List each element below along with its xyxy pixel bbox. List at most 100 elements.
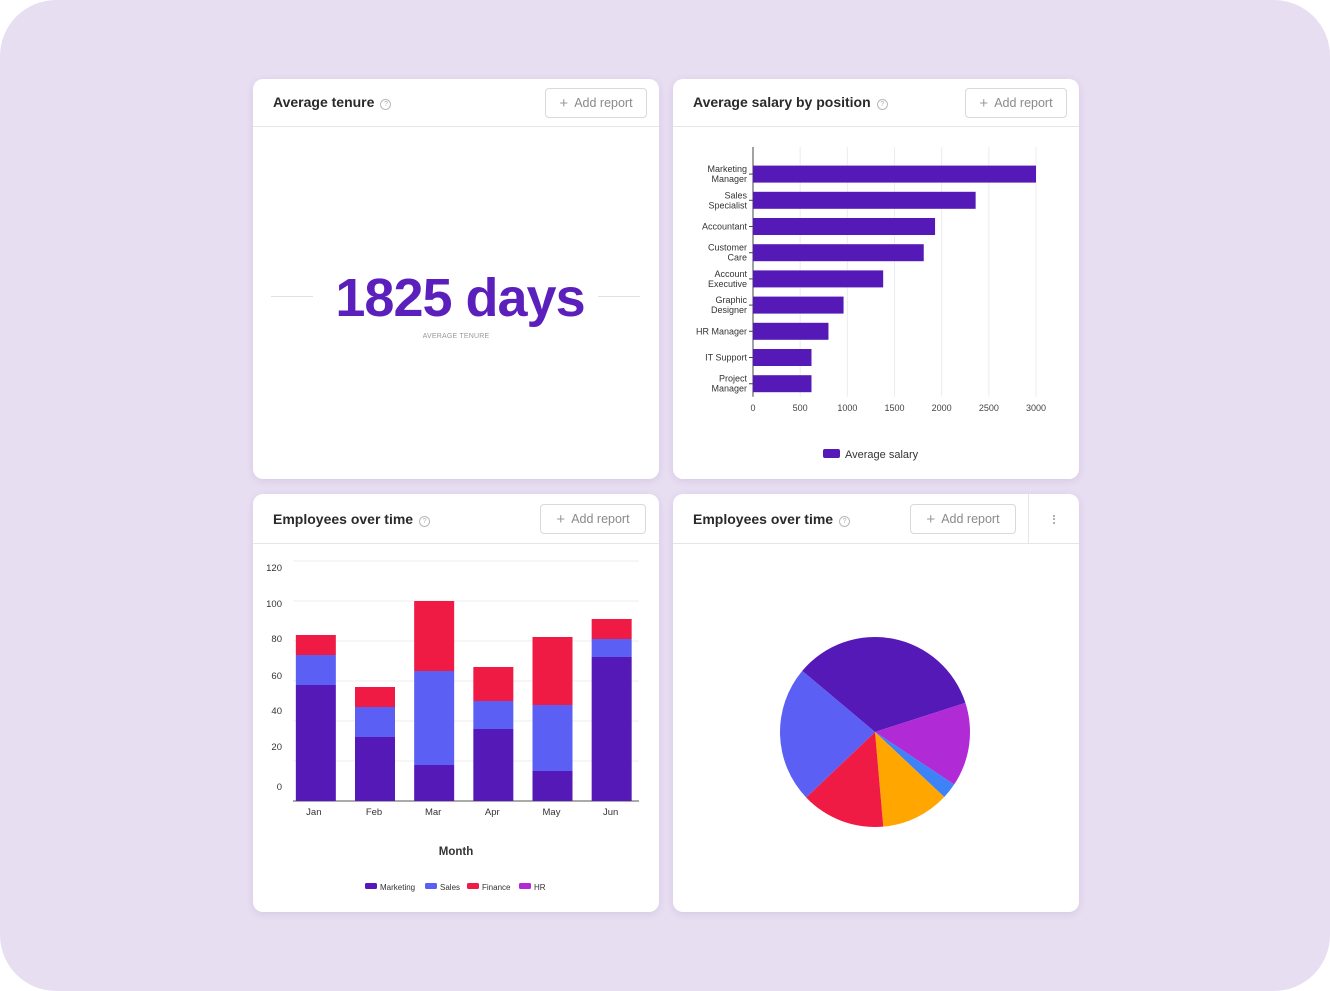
card-header: Average tenure? + Add report	[253, 79, 659, 127]
bar-segment-sales	[355, 707, 395, 737]
add-report-button[interactable]: + Add report	[545, 88, 647, 118]
y-tick-label: Account Executive	[708, 269, 748, 289]
salary-bar	[753, 296, 844, 314]
bar-segment-finance	[295, 635, 336, 655]
bar-segment-marketing	[295, 685, 336, 801]
card-title-text: Employees over time	[273, 511, 414, 527]
divider-left	[271, 296, 313, 297]
salary-bar	[753, 349, 812, 366]
add-report-label: Add report	[571, 512, 630, 526]
help-icon[interactable]: ?	[380, 99, 392, 110]
card-header: Average salary by position? + Add report	[673, 79, 1079, 127]
bar-segment-sales	[591, 639, 632, 657]
y-tick-label: 80	[271, 634, 282, 645]
employees-pie-chart	[780, 637, 970, 827]
y-tick-label: Accountant	[702, 222, 748, 232]
plus-icon: +	[556, 510, 566, 528]
legend-swatch-finance	[467, 883, 479, 889]
bar-segment-sales	[414, 671, 455, 765]
legend-label-average-salary: Average salary	[845, 449, 919, 461]
legend-label-marketing: Marketing	[380, 883, 415, 892]
y-tick-label: Customer Care	[708, 243, 747, 263]
y-tick-label: Sales Specialist	[708, 190, 747, 210]
bar-segment-marketing	[473, 729, 514, 801]
average-salary-card: Average salary by position? + Add report…	[673, 79, 1079, 479]
bar-segment-marketing	[414, 765, 455, 801]
plus-icon: +	[926, 510, 936, 528]
bar-segment-finance	[532, 637, 573, 705]
legend-swatch-marketing	[365, 883, 377, 889]
pie-slice	[875, 702, 970, 785]
card-title: Average tenure?	[273, 94, 392, 110]
add-report-button[interactable]: + Add report	[540, 504, 646, 534]
legend-label-finance: Finance	[482, 883, 511, 892]
salary-bar	[753, 191, 976, 209]
x-tick-label: Feb	[366, 807, 382, 818]
add-report-label: Add report	[574, 96, 633, 110]
card-title: Employees over time?	[273, 511, 431, 527]
y-tick-label: 40	[271, 706, 282, 717]
bar-segment-finance	[591, 619, 632, 639]
x-tick-label: 500	[793, 403, 808, 413]
salary-bar	[753, 165, 1036, 183]
x-tick-label: 2500	[979, 403, 999, 413]
x-axis-title: Month	[439, 846, 473, 858]
employees-stacked-bar-chart: 0 20 40 60 80 100 120 Jan Feb Mar Apr May Jun Month Ma…	[266, 560, 639, 892]
salary-bar	[753, 375, 812, 393]
y-tick-label: 120	[266, 563, 282, 574]
y-tick-label: 100	[266, 599, 282, 610]
add-report-button[interactable]: + Add report	[910, 504, 1016, 534]
y-tick-label: 0	[277, 782, 282, 793]
employees-bar-card: Employees over time? + Add report 0 20 40 6…	[253, 494, 659, 912]
help-icon[interactable]: ?	[876, 99, 888, 110]
help-icon[interactable]: ?	[839, 516, 851, 527]
y-tick-label: IT Support	[705, 353, 747, 363]
pie-slice	[802, 637, 966, 732]
x-tick-label: 1500	[884, 403, 904, 413]
plus-icon: +	[979, 94, 989, 112]
bar-segment-finance	[414, 601, 455, 671]
help-icon[interactable]: ?	[419, 516, 431, 527]
y-tick-label: Project Manager	[711, 374, 747, 394]
x-tick-label: Jun	[603, 807, 618, 818]
pie-slice	[875, 732, 945, 827]
add-report-button[interactable]: + Add report	[965, 88, 1067, 118]
tenure-value: 1825 days	[335, 268, 585, 328]
y-tick-label: 60	[271, 671, 282, 682]
salary-bar	[753, 322, 829, 340]
plus-icon: +	[559, 94, 569, 112]
salary-bar	[753, 218, 936, 235]
card-title-text: Average salary by position	[693, 94, 871, 110]
x-tick-label: May	[543, 807, 561, 818]
card-header: Employees over time? + Add report	[253, 494, 659, 544]
card-title-text: Average tenure	[273, 94, 375, 110]
bar-segment-finance	[473, 667, 514, 701]
bar-segment-marketing	[532, 771, 573, 801]
add-report-label: Add report	[941, 512, 1000, 526]
y-tick-label: Marketing Manager	[707, 164, 747, 184]
card-header: Employees over time? + Add report	[673, 494, 1079, 544]
x-tick-label: Mar	[425, 807, 441, 818]
pie-slice	[875, 732, 955, 798]
bar-segment-finance	[355, 687, 395, 707]
salary-bar-chart: 0 500 1000 1500 2000 2500 3000 Marketing Manager…	[696, 147, 1046, 461]
average-tenure-card: Average tenure? + Add report 1825 days A…	[253, 79, 659, 479]
pie-slice	[780, 670, 875, 798]
salary-bar	[753, 270, 884, 288]
bar-segment-sales	[532, 705, 573, 771]
employees-pie-card: Employees over time? + Add report	[673, 494, 1079, 912]
card-title: Employees over time?	[693, 511, 851, 527]
legend-label-sales: Sales	[440, 883, 460, 892]
salary-bar	[753, 244, 924, 262]
more-options-icon[interactable]	[1028, 494, 1079, 544]
card-title-text: Employees over time	[693, 511, 834, 527]
x-tick-label: 1000	[837, 403, 857, 413]
x-tick-label: 0	[750, 403, 755, 413]
legend-swatch-average-salary	[823, 449, 840, 458]
x-tick-label: 3000	[1026, 403, 1046, 413]
y-tick-label: Graphic Designer	[711, 295, 748, 315]
legend-swatch-sales	[425, 883, 437, 889]
legend-swatch-hr	[519, 883, 531, 889]
card-title: Average salary by position?	[693, 94, 888, 110]
